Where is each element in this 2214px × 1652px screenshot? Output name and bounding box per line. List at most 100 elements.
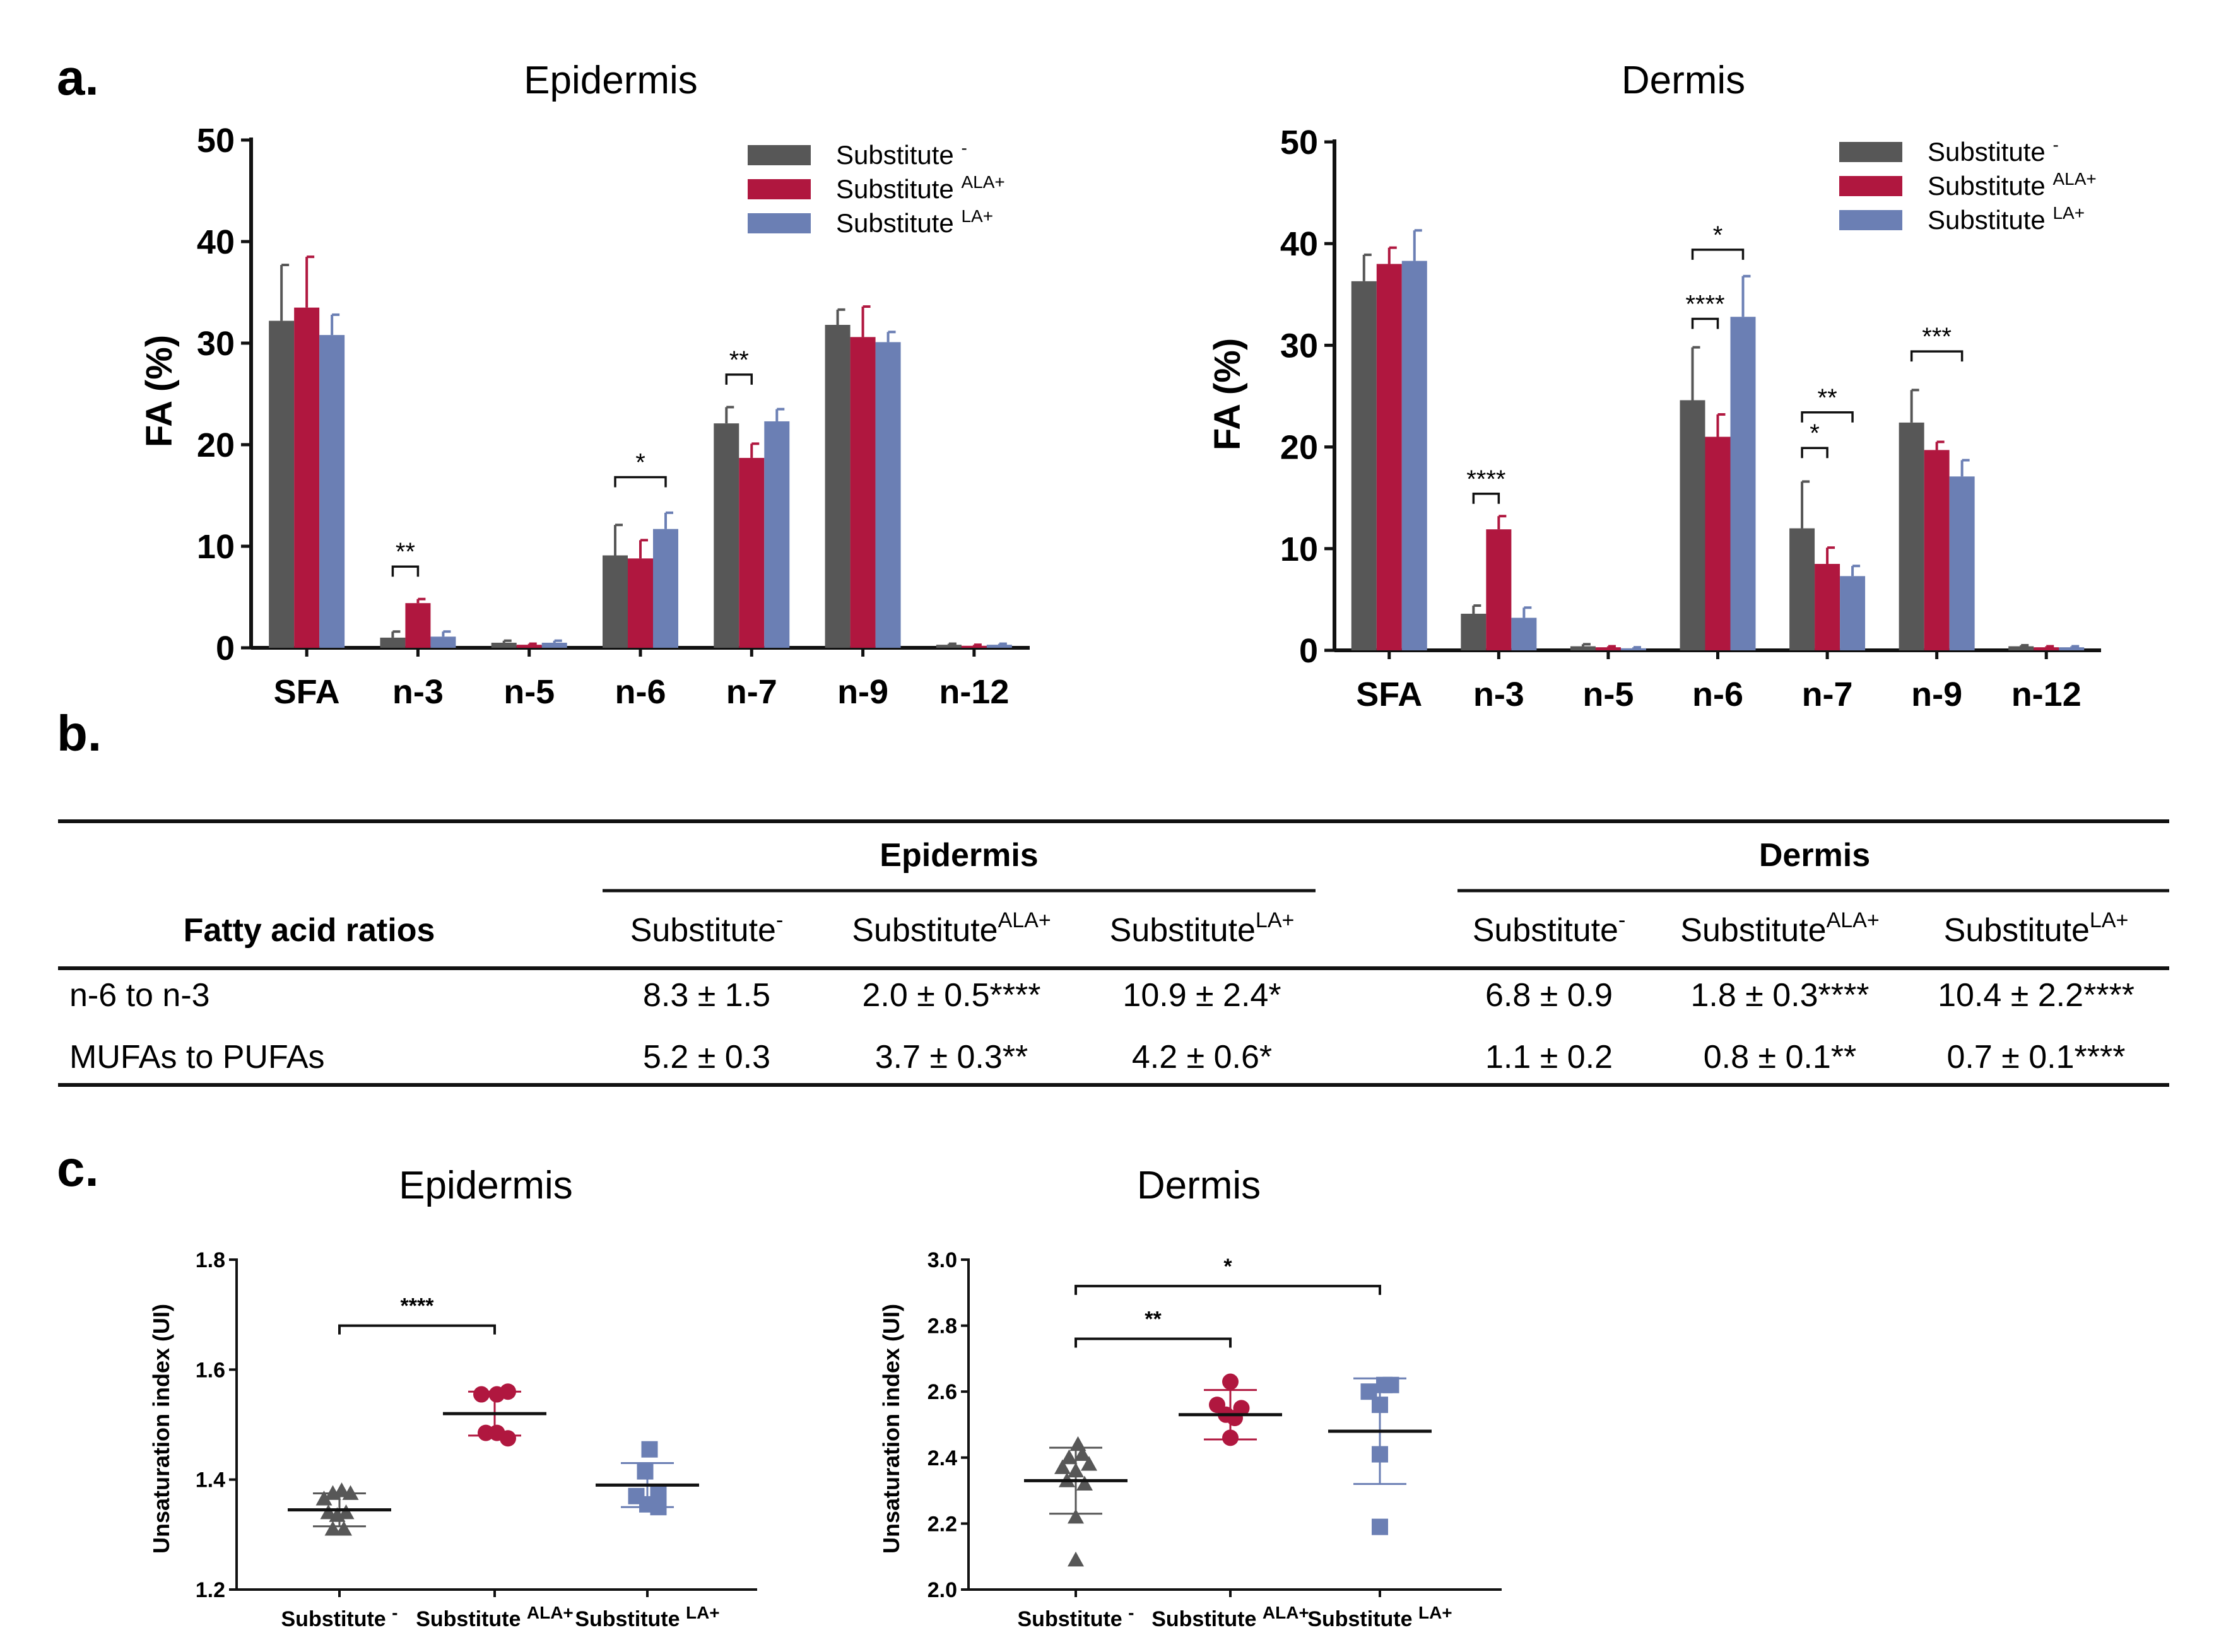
data-point <box>637 1463 654 1480</box>
significance-stars: *** <box>1922 323 1952 351</box>
bar-n-3-series-1 <box>1486 529 1512 650</box>
chart-title: Dermis <box>1137 1164 1261 1207</box>
significance-bracket <box>725 373 753 385</box>
x-tick-label-n-6: n-6 <box>615 673 666 711</box>
significance-stars: * <box>1223 1255 1232 1279</box>
column-header-5: SubstituteLA+ <box>1944 908 2129 949</box>
significance-stars: ** <box>1145 1308 1162 1332</box>
y-tick-label: 40 <box>197 223 235 261</box>
x-tick-label-n-7: n-7 <box>1802 676 1853 713</box>
significance-bracket <box>338 1324 496 1335</box>
data-point <box>641 1441 658 1458</box>
x-tick-label-0: Substitute - <box>281 1603 398 1631</box>
y-tick-label: 1.2 <box>196 1578 225 1602</box>
bar-n-12-series-1 <box>961 645 987 648</box>
scatter-chart-dermis: Dermis Unsaturation index (UI) 2.0 2.2 2.4… <box>878 1164 1502 1631</box>
bar-n-6-series-1 <box>628 558 653 648</box>
x-tick-label-2: Substitute LA+ <box>1307 1603 1452 1631</box>
data-point <box>1061 1449 1078 1465</box>
table-cell: 0.7 ± 0.1**** <box>1947 1039 2126 1075</box>
data-point <box>1372 1397 1388 1414</box>
significance-bracket <box>614 476 667 488</box>
y-tick-label: 1.6 <box>196 1358 225 1382</box>
bar-n-3-series-0 <box>1461 613 1487 650</box>
x-tick-label-0: Substitute - <box>1018 1603 1134 1631</box>
bar-SFA-series-0 <box>1351 281 1377 650</box>
fatty-acid-ratio-table: Epidermis Dermis Fatty acid ratios Subst… <box>58 819 2169 1087</box>
bar-n-12-series-1 <box>2034 647 2059 650</box>
column-header-3: Substitute- <box>1473 908 1626 949</box>
y-tick-label: 10 <box>197 528 235 566</box>
x-tick-label-SFA: SFA <box>274 673 340 711</box>
significance-stars: ** <box>729 346 749 374</box>
y-tick-label: 1.8 <box>196 1248 225 1272</box>
significance-bracket <box>1691 317 1719 329</box>
bar-n-3-series-0 <box>380 637 406 648</box>
group-header-dermis: Dermis <box>1759 837 1870 874</box>
x-tick-label-n-9: n-9 <box>837 673 888 711</box>
table-cell: 4.2 ± 0.6* <box>1132 1039 1272 1075</box>
data-point <box>324 1521 341 1536</box>
column-header-4: SubstituteALA+ <box>1680 908 1879 949</box>
significance-bracket <box>1472 493 1500 504</box>
data-point <box>1372 1446 1388 1463</box>
panel-label-c: c. <box>57 1140 99 1197</box>
y-tick-label: 50 <box>197 122 235 160</box>
y-tick-label: 20 <box>197 426 235 464</box>
data-point <box>1074 1446 1091 1461</box>
bar-SFA-series-1 <box>1376 264 1402 650</box>
data-point <box>1222 1373 1239 1390</box>
bar-n-9-series-2 <box>1949 476 1975 650</box>
bar-n-12-series-0 <box>936 645 962 648</box>
table-cell: 3.7 ± 0.3** <box>875 1039 1028 1075</box>
bar-n-12-series-2 <box>986 645 1012 648</box>
bar-SFA-series-0 <box>269 320 295 648</box>
panel-label-a: a. <box>57 49 99 105</box>
significance-stars: **** <box>401 1294 435 1318</box>
bar-n-3-series-1 <box>405 603 431 648</box>
bar-n-6-series-0 <box>1680 400 1705 650</box>
legend-swatch-1 <box>1839 176 1902 196</box>
y-axis-label: Unsaturation index (UI) <box>878 1304 904 1554</box>
bar-n-6-series-2 <box>1730 317 1756 650</box>
data-point <box>1054 1459 1071 1474</box>
data-point <box>1382 1376 1399 1393</box>
table-cell: 5.2 ± 0.3 <box>643 1039 770 1075</box>
significance-stars: **** <box>1466 466 1505 493</box>
data-point <box>1227 1410 1243 1427</box>
bar-chart-epidermis: Epidermis FA (%) 0 10 20 30 40 50 SFA n-3 n-5 n-6… <box>139 59 1030 711</box>
x-tick-label-SFA: SFA <box>1356 676 1422 713</box>
legend-swatch-1 <box>748 179 811 199</box>
data-point <box>336 1521 352 1536</box>
data-point <box>1372 1518 1388 1535</box>
y-tick-label: 10 <box>1280 530 1318 568</box>
bar-n-5-series-0 <box>1570 646 1596 650</box>
x-tick-label-n-3: n-3 <box>1473 676 1524 713</box>
data-point <box>1068 1508 1084 1524</box>
x-tick-label-n-5: n-5 <box>503 673 555 711</box>
bar-n-7-series-0 <box>714 423 739 648</box>
bar-n-9-series-2 <box>875 342 901 648</box>
y-tick-label: 1.4 <box>196 1468 225 1492</box>
x-tick-label-n-12: n-12 <box>939 673 1009 711</box>
bar-n-5-series-1 <box>516 645 542 648</box>
data-point <box>342 1485 359 1500</box>
data-point <box>1076 1475 1093 1491</box>
table-cell: 10.9 ± 2.4* <box>1122 977 1281 1014</box>
significance-bracket <box>1691 249 1745 260</box>
bar-n-5-series-2 <box>541 642 567 648</box>
legend-swatch-2 <box>748 213 811 233</box>
data-point <box>473 1386 490 1403</box>
significance-bracket <box>1801 447 1828 459</box>
y-tick-label: 3.0 <box>927 1248 957 1272</box>
legend-label-1: Substitute ALA+ <box>836 172 1005 204</box>
bar-SFA-series-2 <box>1401 261 1427 650</box>
significance-bracket <box>391 565 420 577</box>
x-tick-label-n-3: n-3 <box>392 673 444 711</box>
bar-n-5-series-1 <box>1595 647 1621 650</box>
bar-n-7-series-2 <box>1840 576 1866 650</box>
table-cell: 6.8 ± 0.9 <box>1485 977 1613 1014</box>
y-tick-label: 2.2 <box>927 1512 957 1536</box>
bar-n-9-series-1 <box>850 337 876 648</box>
